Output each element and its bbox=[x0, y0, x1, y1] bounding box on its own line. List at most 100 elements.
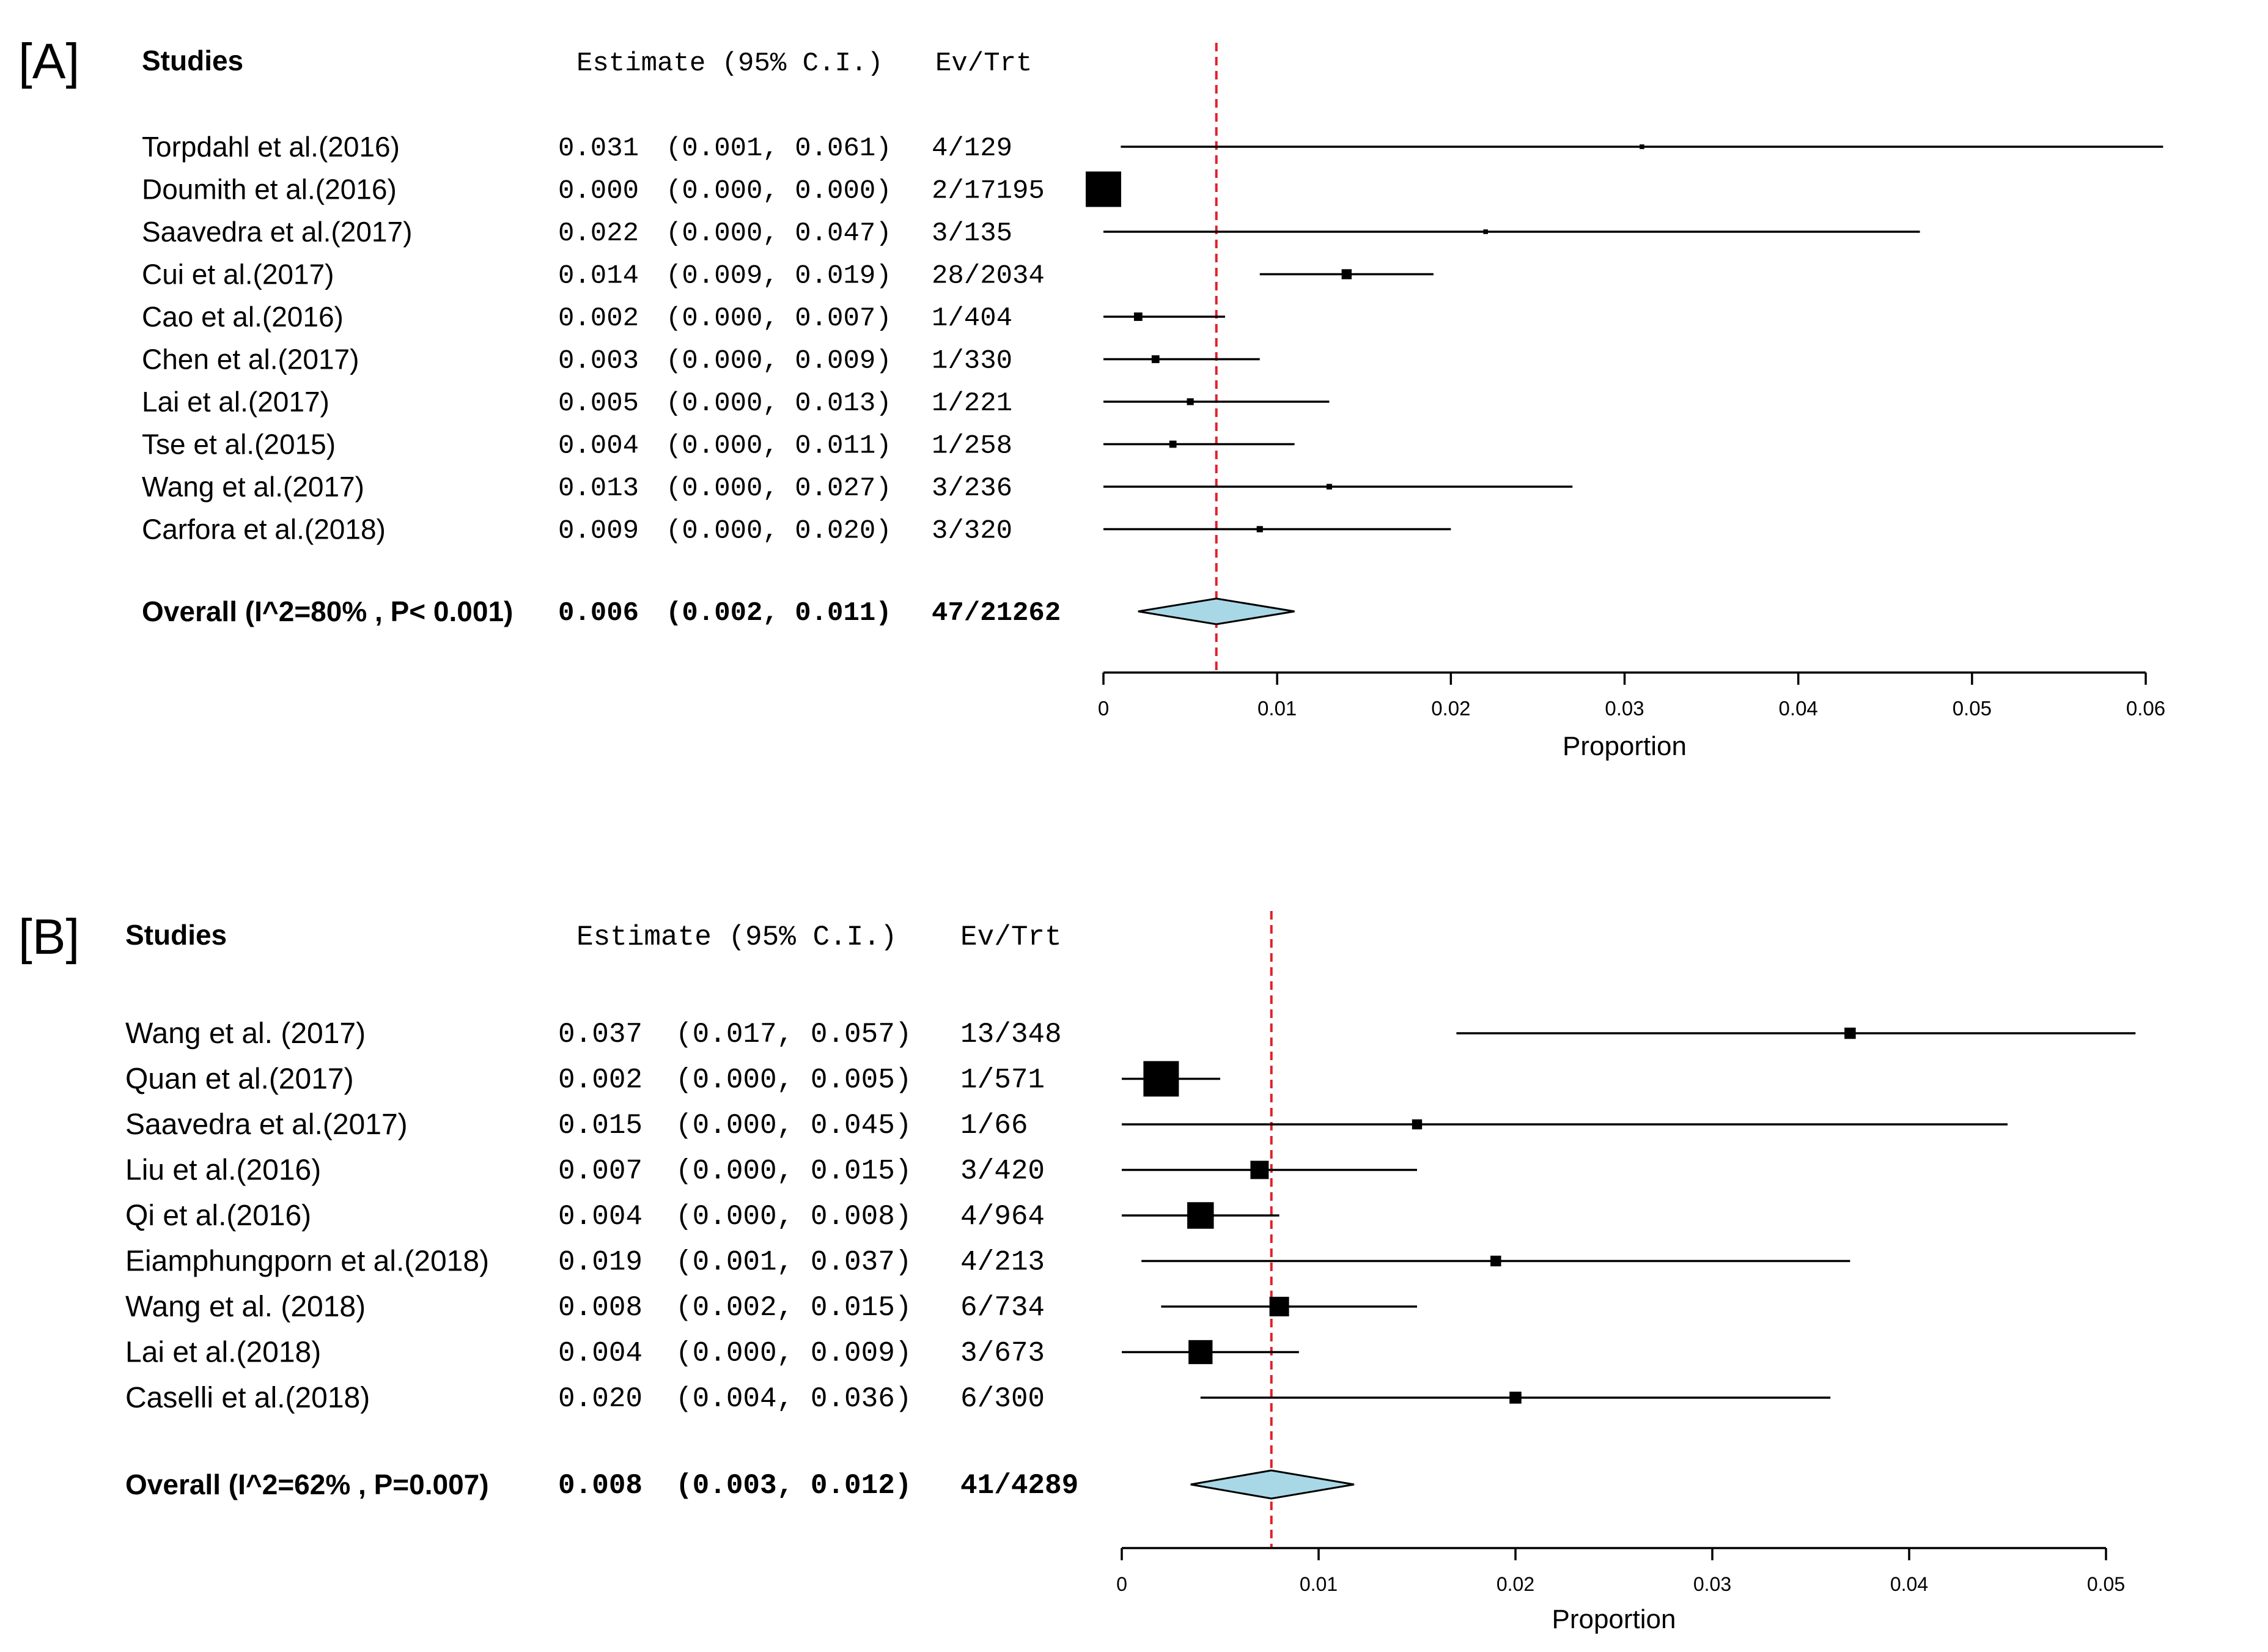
study-ev-trt: 6/300 bbox=[960, 1383, 1045, 1415]
estimate-marker bbox=[1844, 1027, 1856, 1039]
study-estimate: 0.002 bbox=[558, 1064, 642, 1096]
estimate-marker bbox=[1169, 440, 1177, 448]
study-ci: (0.000, 0.020) bbox=[666, 516, 892, 547]
study-ci: (0.000, 0.009) bbox=[666, 346, 892, 377]
study-name: Torpdahl et al.(2016) bbox=[142, 131, 400, 163]
study-ci: (0.001, 0.061) bbox=[666, 133, 892, 164]
x-tick-label: 0.01 bbox=[1257, 697, 1297, 720]
study-name: Eiamphungporn et al.(2018) bbox=[125, 1245, 489, 1278]
study-ci: (0.000, 0.013) bbox=[666, 388, 892, 419]
study-ev-trt: 3/320 bbox=[932, 516, 1012, 547]
estimate-marker bbox=[1640, 144, 1644, 149]
study-row: Qi et al.(2016) 0.004 (0.000, 0.008) 4/964 bbox=[125, 1200, 1279, 1233]
overall-label: Overall (I^2=80% , P< 0.001) bbox=[142, 596, 513, 627]
study-estimate: 0.004 bbox=[558, 1201, 642, 1233]
study-estimate: 0.000 bbox=[558, 176, 639, 207]
study-ev-trt: 3/135 bbox=[932, 218, 1012, 249]
overall-ev-trt: 41/4289 bbox=[960, 1470, 1078, 1502]
estimate-marker bbox=[1133, 312, 1143, 321]
x-tick-label: 0.03 bbox=[1693, 1573, 1731, 1595]
estimate-marker bbox=[1188, 1340, 1213, 1365]
study-estimate: 0.005 bbox=[558, 388, 639, 419]
x-tick-label: 0.05 bbox=[1953, 697, 1992, 720]
study-estimate: 0.004 bbox=[558, 1338, 642, 1370]
study-ev-trt: 1/221 bbox=[932, 388, 1012, 419]
x-tick-label: 0.03 bbox=[1605, 697, 1644, 720]
study-ev-trt: 1/258 bbox=[932, 431, 1012, 462]
study-name: Doumith et al.(2016) bbox=[142, 174, 397, 205]
x-axis: 0 0.01 0.02 0.03 0.04 0.05 0.06 Proportion bbox=[1098, 671, 2165, 761]
estimate-marker bbox=[1326, 484, 1332, 490]
overall-ci: (0.002, 0.011) bbox=[666, 598, 892, 629]
study-ci: (0.000, 0.005) bbox=[676, 1064, 911, 1096]
forest-plot-panels: [A] Studies Estimate (95% C.I.) Ev/Trt Torpd… bbox=[18, 34, 2165, 1634]
overall-estimate: 0.006 bbox=[558, 598, 639, 629]
study-estimate: 0.008 bbox=[558, 1292, 642, 1324]
study-ci: (0.002, 0.015) bbox=[676, 1292, 911, 1324]
study-estimate: 0.004 bbox=[558, 431, 639, 462]
estimate-marker bbox=[1151, 355, 1160, 363]
x-tick-label: 0 bbox=[1116, 1573, 1127, 1595]
estimate-marker bbox=[1509, 1392, 1522, 1404]
estimate-marker bbox=[1086, 171, 1121, 207]
estimate-marker bbox=[1250, 1160, 1269, 1179]
x-tick-label: 0.06 bbox=[2126, 697, 2165, 720]
study-row: Caselli et al.(2018) 0.020 (0.004, 0.036) 6… bbox=[125, 1382, 1831, 1415]
study-estimate: 0.003 bbox=[558, 346, 639, 377]
overall-label: Overall (I^2=62% , P=0.007) bbox=[125, 1469, 489, 1500]
ev-trt-header: Ev/Trt bbox=[935, 48, 1032, 79]
study-ci: (0.000, 0.009) bbox=[676, 1338, 911, 1370]
study-name: Lai et al.(2017) bbox=[142, 386, 330, 418]
x-tick-label: 0.05 bbox=[2087, 1573, 2125, 1595]
study-ev-trt: 3/673 bbox=[960, 1338, 1045, 1370]
panel-label: [A] bbox=[18, 34, 79, 89]
study-row: Torpdahl et al.(2016) 0.031 (0.001, 0.061)… bbox=[142, 131, 2163, 164]
study-ev-trt: 28/2034 bbox=[932, 261, 1045, 292]
study-estimate: 0.022 bbox=[558, 218, 639, 249]
study-row: Cui et al.(2017) 0.014 (0.009, 0.019) 28/20… bbox=[142, 259, 1434, 292]
study-row: Lai et al.(2017) 0.005 (0.000, 0.013) 1/221 bbox=[142, 386, 1330, 419]
study-estimate: 0.031 bbox=[558, 133, 639, 164]
study-row: Tse et al.(2015) 0.004 (0.000, 0.011) 1/258 bbox=[142, 429, 1295, 462]
estimate-marker bbox=[1143, 1061, 1179, 1097]
study-ci: (0.000, 0.045) bbox=[676, 1110, 911, 1141]
forest-panel-b: [B] Studies Estimate (95% C.I.) Ev/Trt Wang … bbox=[18, 909, 2136, 1634]
study-ev-trt: 4/213 bbox=[960, 1247, 1045, 1278]
estimate-marker bbox=[1187, 398, 1194, 405]
study-estimate: 0.015 bbox=[558, 1110, 642, 1141]
study-estimate: 0.009 bbox=[558, 516, 639, 547]
estimate-marker bbox=[1187, 1202, 1214, 1229]
studies-header: Studies bbox=[125, 919, 227, 951]
study-name: Tse et al.(2015) bbox=[142, 429, 336, 460]
study-name: Caselli et al.(2018) bbox=[125, 1382, 370, 1414]
study-ci: (0.000, 0.000) bbox=[666, 176, 892, 207]
study-name: Cui et al.(2017) bbox=[142, 259, 334, 290]
study-estimate: 0.014 bbox=[558, 261, 639, 292]
study-estimate: 0.007 bbox=[558, 1156, 642, 1187]
estimate-marker bbox=[1256, 526, 1263, 533]
x-axis-label: Proportion bbox=[1552, 1604, 1676, 1634]
estimate-header: Estimate (95% C.I.) bbox=[576, 921, 897, 953]
study-ev-trt: 13/348 bbox=[960, 1019, 1062, 1050]
study-name: Saavedra et al.(2017) bbox=[125, 1108, 408, 1141]
study-row: Saavedra et al.(2017) 0.015 (0.000, 0.045)… bbox=[125, 1108, 2008, 1141]
study-row: Doumith et al.(2016) 0.000 (0.000, 0.000) 2… bbox=[142, 171, 1121, 207]
study-ci: (0.000, 0.008) bbox=[676, 1201, 911, 1233]
study-ci: (0.000, 0.011) bbox=[666, 431, 892, 462]
overall-ev-trt: 47/21262 bbox=[932, 598, 1061, 629]
overall-row: Overall (I^2=80% , P< 0.001) 0.006 (0.002,… bbox=[142, 596, 1295, 629]
study-estimate: 0.013 bbox=[558, 473, 639, 504]
study-row: Quan et al.(2017) 0.002 (0.000, 0.005) 1/57… bbox=[125, 1061, 1220, 1097]
study-row: Eiamphungporn et al.(2018) 0.019 (0.001, 0… bbox=[125, 1245, 1850, 1278]
study-ci: (0.004, 0.036) bbox=[676, 1383, 911, 1415]
study-ev-trt: 4/964 bbox=[960, 1201, 1045, 1233]
forest-panel-a: [A] Studies Estimate (95% C.I.) Ev/Trt Torpd… bbox=[18, 34, 2165, 761]
study-ci: (0.000, 0.015) bbox=[676, 1156, 911, 1187]
x-tick-label: 0.04 bbox=[1890, 1573, 1928, 1595]
study-name: Qi et al.(2016) bbox=[125, 1200, 311, 1232]
study-ev-trt: 1/404 bbox=[932, 303, 1012, 334]
study-ci: (0.000, 0.027) bbox=[666, 473, 892, 504]
study-name: Liu et al.(2016) bbox=[125, 1154, 321, 1187]
study-name: Wang et al. (2017) bbox=[125, 1017, 366, 1050]
study-estimate: 0.037 bbox=[558, 1019, 642, 1050]
